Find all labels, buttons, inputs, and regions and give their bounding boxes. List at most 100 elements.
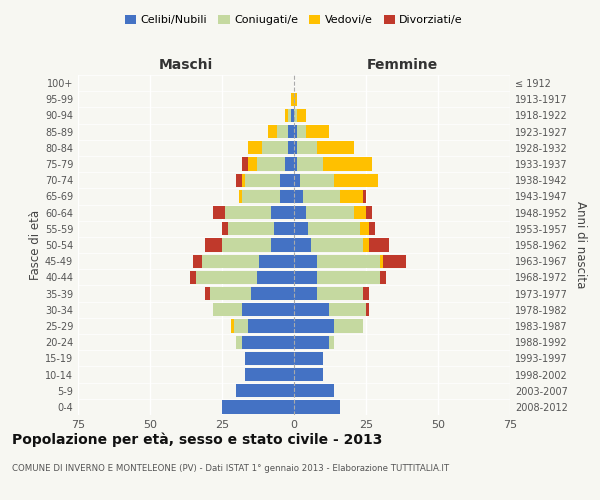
Bar: [288, 125, 294, 138]
Bar: [294, 287, 317, 300]
Bar: [294, 270, 317, 284]
Bar: [214, 206, 225, 220]
Bar: [228, 222, 274, 235]
Bar: [294, 303, 329, 316]
Bar: [363, 238, 369, 252]
Bar: [360, 222, 369, 235]
Bar: [294, 384, 334, 398]
Bar: [297, 141, 317, 154]
Legend: Celibi/Nubili, Coniugati/e, Vedovi/e, Divorziati/e: Celibi/Nubili, Coniugati/e, Vedovi/e, Di…: [121, 10, 467, 30]
Bar: [286, 109, 288, 122]
Bar: [248, 320, 294, 332]
Bar: [302, 190, 340, 203]
Bar: [380, 270, 386, 284]
Bar: [334, 320, 363, 332]
Bar: [205, 287, 211, 300]
Bar: [311, 238, 363, 252]
Bar: [294, 125, 297, 138]
Bar: [245, 368, 294, 381]
Bar: [294, 336, 329, 349]
Bar: [291, 109, 294, 122]
Bar: [334, 174, 377, 187]
Bar: [294, 92, 297, 106]
Bar: [317, 254, 380, 268]
Bar: [294, 238, 311, 252]
Bar: [190, 270, 196, 284]
Bar: [222, 238, 271, 252]
Bar: [305, 206, 355, 220]
Bar: [242, 336, 294, 349]
Bar: [363, 190, 366, 203]
Bar: [294, 368, 323, 381]
Bar: [317, 287, 363, 300]
Bar: [294, 352, 323, 365]
Bar: [294, 190, 302, 203]
Bar: [257, 158, 286, 170]
Bar: [274, 222, 294, 235]
Bar: [323, 158, 372, 170]
Bar: [230, 320, 233, 332]
Bar: [329, 303, 366, 316]
Bar: [280, 174, 294, 187]
Bar: [366, 303, 369, 316]
Bar: [268, 125, 277, 138]
Bar: [196, 270, 257, 284]
Bar: [383, 254, 406, 268]
Bar: [297, 125, 305, 138]
Text: COMUNE DI INVERNO E MONTELEONE (PV) - Dati ISTAT 1° gennaio 2013 - Elaborazione : COMUNE DI INVERNO E MONTELEONE (PV) - Da…: [12, 464, 449, 473]
Bar: [363, 287, 369, 300]
Bar: [340, 190, 363, 203]
Bar: [294, 254, 317, 268]
Bar: [294, 320, 334, 332]
Bar: [239, 190, 242, 203]
Bar: [222, 400, 294, 413]
Bar: [317, 141, 355, 154]
Bar: [297, 158, 323, 170]
Bar: [225, 206, 271, 220]
Bar: [294, 141, 297, 154]
Bar: [248, 158, 257, 170]
Bar: [205, 238, 222, 252]
Bar: [369, 238, 389, 252]
Bar: [214, 303, 242, 316]
Bar: [262, 141, 288, 154]
Y-axis label: Fasce di età: Fasce di età: [29, 210, 42, 280]
Bar: [242, 174, 245, 187]
Bar: [294, 222, 308, 235]
Bar: [317, 270, 380, 284]
Bar: [288, 141, 294, 154]
Bar: [236, 336, 242, 349]
Bar: [300, 174, 334, 187]
Bar: [242, 303, 294, 316]
Bar: [236, 384, 294, 398]
Bar: [297, 109, 305, 122]
Bar: [329, 336, 334, 349]
Bar: [294, 206, 305, 220]
Bar: [233, 320, 248, 332]
Bar: [245, 352, 294, 365]
Bar: [202, 254, 259, 268]
Bar: [193, 254, 202, 268]
Bar: [288, 109, 291, 122]
Text: Popolazione per età, sesso e stato civile - 2013: Popolazione per età, sesso e stato civil…: [12, 432, 382, 447]
Bar: [291, 92, 294, 106]
Bar: [222, 222, 228, 235]
Bar: [236, 174, 242, 187]
Bar: [248, 141, 262, 154]
Text: Femmine: Femmine: [367, 58, 437, 72]
Bar: [286, 158, 294, 170]
Bar: [211, 287, 251, 300]
Bar: [308, 222, 360, 235]
Bar: [242, 158, 248, 170]
Bar: [366, 206, 372, 220]
Bar: [280, 190, 294, 203]
Bar: [277, 125, 288, 138]
Bar: [245, 174, 280, 187]
Bar: [271, 206, 294, 220]
Bar: [294, 158, 297, 170]
Bar: [257, 270, 294, 284]
Bar: [294, 174, 300, 187]
Bar: [355, 206, 366, 220]
Y-axis label: Anni di nascita: Anni di nascita: [574, 202, 587, 288]
Bar: [380, 254, 383, 268]
